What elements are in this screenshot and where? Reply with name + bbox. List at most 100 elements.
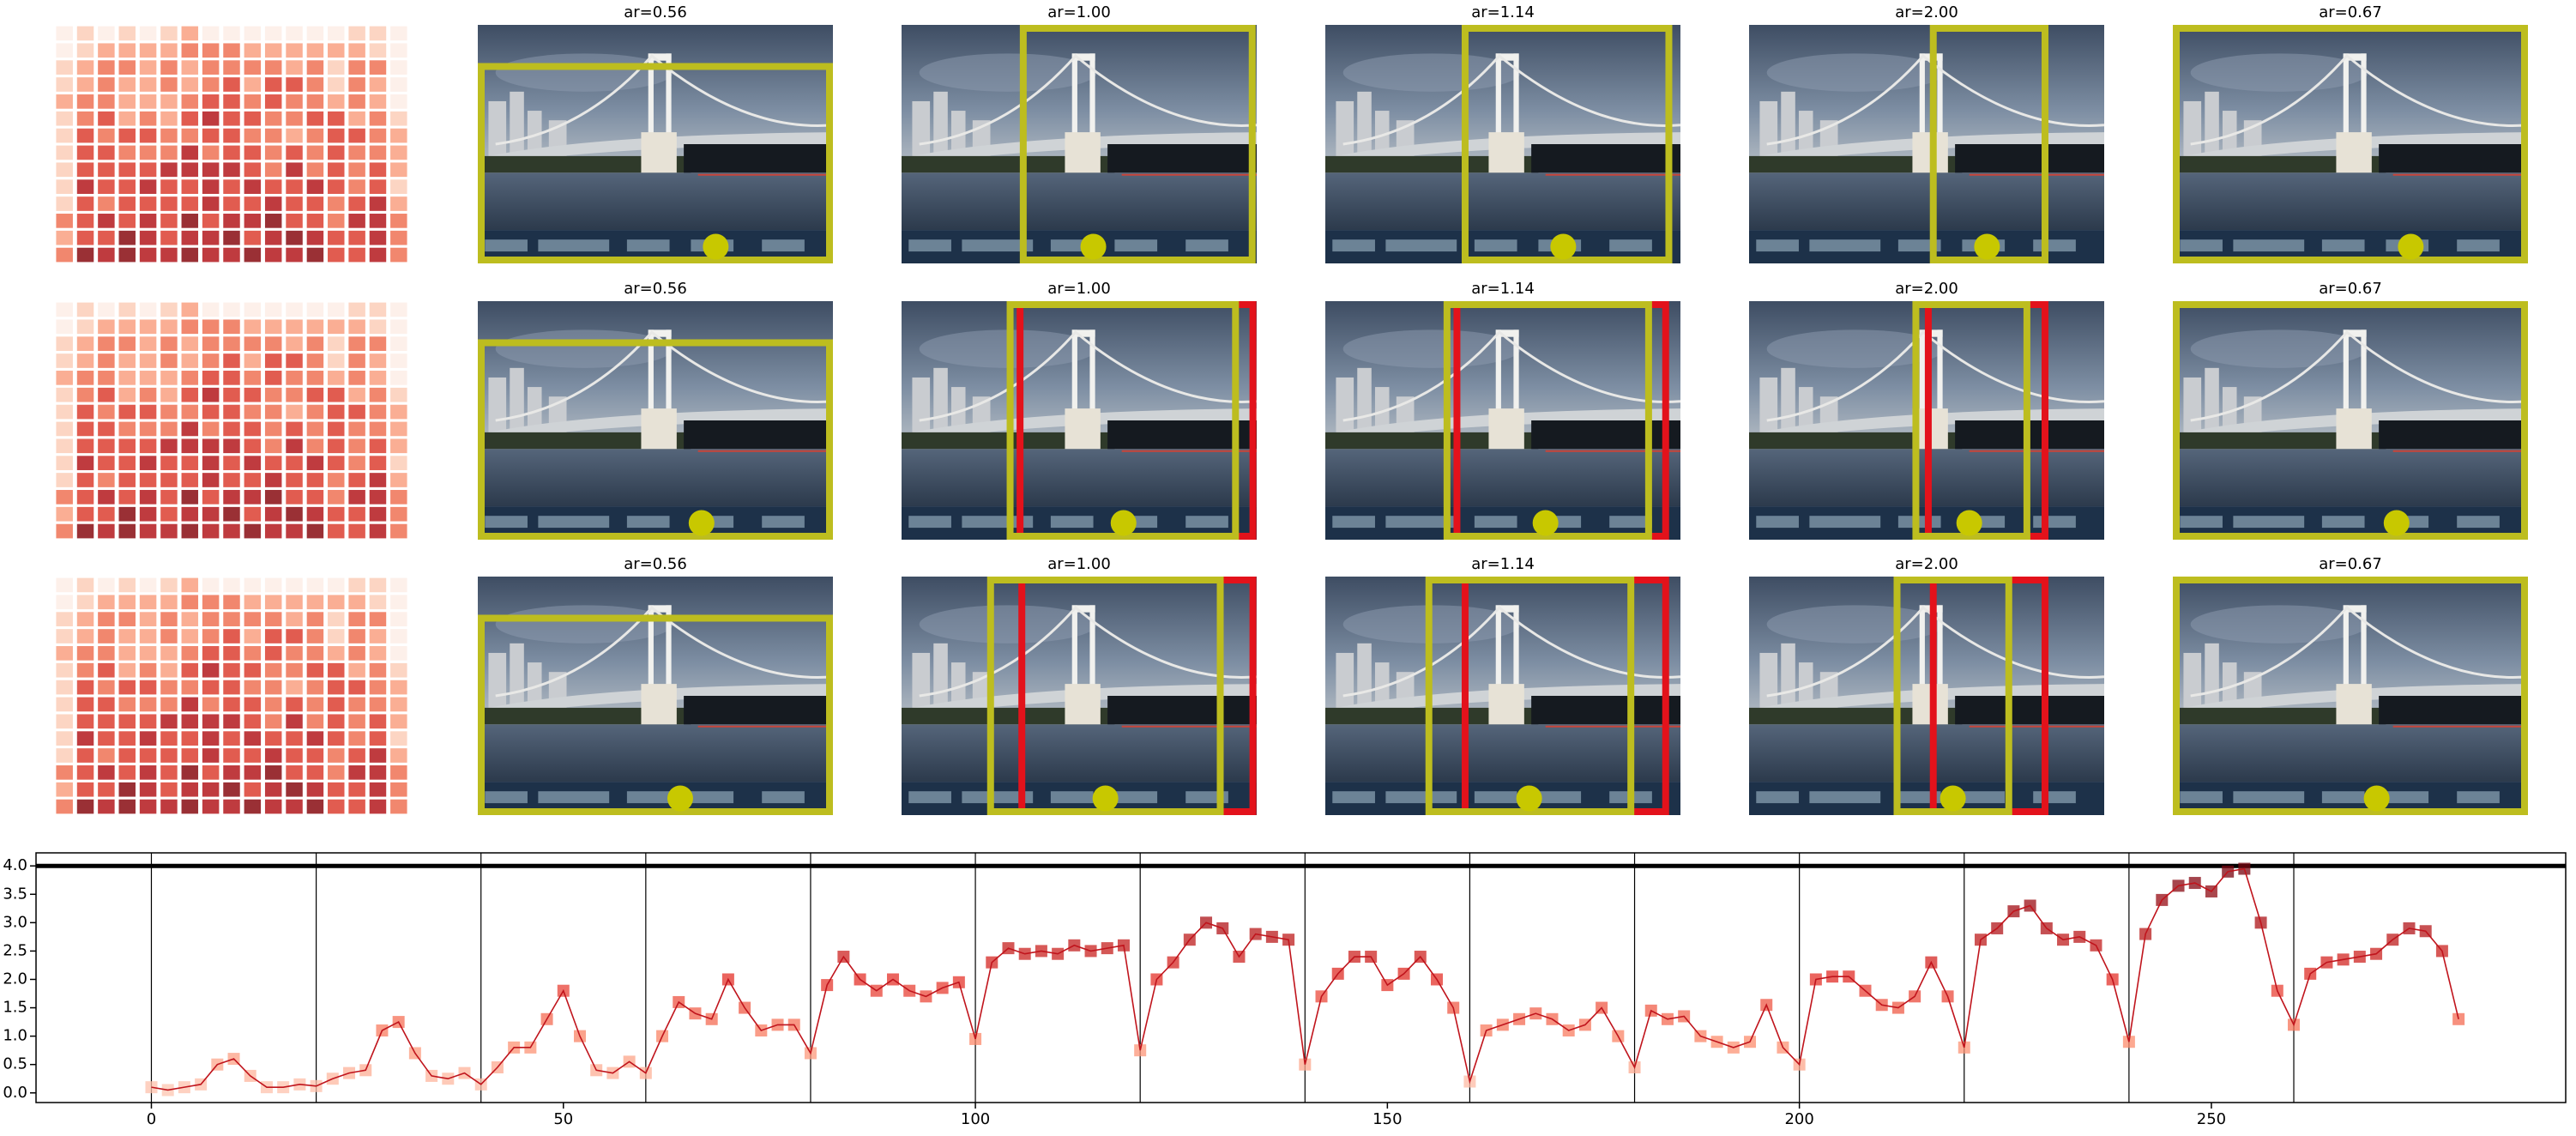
heatmap-cell [286,506,303,522]
photo-banner-mark [2321,239,2365,252]
focus-dot [1940,785,1966,812]
photo-deck [2173,684,2528,720]
heatmap-cell [348,646,365,661]
heatmap-cell [306,506,324,522]
heatmap-cell [348,748,365,763]
focus-dot [1110,510,1137,536]
heatmap-cell [76,629,94,644]
panel-title: ar=0.67 [2319,555,2382,573]
heatmap-cell [244,765,262,780]
photo-deck [1325,132,1680,168]
heatmap-cell [328,145,345,160]
photo-trees [1749,707,1963,725]
heatmap-cell [181,765,199,780]
heatmap-cell [264,60,282,75]
heatmap-cell [306,387,324,402]
photo-pillar [1488,132,1524,173]
heatmap-cell [56,506,73,522]
heatmap-cell [244,77,262,92]
photo-trees [2173,432,2386,450]
heatmap-cell [348,179,365,194]
heatmap-cell [390,782,407,797]
photo-cloud [1342,53,1521,92]
heatmap-cell [160,319,178,335]
heatmap-cell [264,111,282,126]
heatmap-cell [328,421,345,437]
heatmap-cell [223,421,240,437]
heatmap-cell [139,680,157,695]
heatmap-cell [76,404,94,420]
heatmap-cell [202,506,220,522]
photo-banner-mark [908,516,951,529]
photo-pier [1107,696,1257,725]
heatmap-cell [98,247,115,263]
heatmap-cell [181,577,199,593]
photo-pier [2379,420,2528,450]
heatmap-cell [348,782,365,797]
heatmap-cell [223,748,240,763]
heatmap-cell [98,595,115,610]
photo-building [1336,377,1354,440]
heatmap-cell [202,128,220,143]
heatmap-cell [328,680,345,695]
heatmap-cell [348,230,365,245]
heatmap-cell [348,302,365,317]
photo-cable [1342,330,1681,422]
heatmap-cell [181,77,199,92]
heatmap-cell [118,438,136,454]
heatmap-cell [76,353,94,368]
heatmap-cell [264,799,282,814]
heatmap-cell [369,336,387,351]
heatmap-cell [369,662,387,678]
heatmap-cell [118,473,136,487]
photo [2173,301,2529,540]
heatmap-cell [202,196,220,211]
heatmap-cell [202,629,220,644]
photo-pillar [1065,408,1101,450]
heatmap-cell [328,577,345,593]
heatmap-cell [76,646,94,661]
heatmap-cell [348,353,365,368]
photo [902,577,1258,815]
heatmap-cell [328,612,345,626]
heatmap-cell [98,302,115,317]
heatmap-cell [202,438,220,454]
heatmap-cell [202,404,220,420]
photo-banner-mark [485,516,528,529]
photo-banner-mark [1474,239,1517,252]
heatmap-cell [306,162,324,178]
heatmap-cell [306,94,324,109]
heatmap-cell [328,404,345,420]
heatmap-cell [328,214,345,228]
heatmap-cell [306,629,324,644]
heatmap-cell [98,43,115,58]
heatmap-cell [118,43,136,58]
photo-building [933,367,948,440]
photo-banner-mark [908,791,951,804]
panel-title: ar=2.00 [1895,555,1958,573]
heatmap-cell [118,799,136,814]
heatmap-cell [139,60,157,75]
heatmap-cell [348,456,365,470]
heatmap-cell [139,247,157,263]
photo-banner-mark [1385,516,1457,529]
heatmap-cell [328,473,345,487]
photo-tower [648,329,672,337]
heatmap-cell [160,765,178,780]
photo-deck [2173,408,2528,444]
heatmap-cell [223,577,240,593]
focus-dot [688,510,715,536]
heatmap-cell [139,799,157,814]
heatmap-cell [118,490,136,505]
photo-banner-mark [2233,516,2305,529]
heatmap-cell [264,26,282,41]
heatmap-cell [181,523,199,539]
photo-tower [2361,605,2367,725]
heatmap-cell [369,714,387,729]
heatmap-cell [202,60,220,75]
photo-pier [1107,420,1257,450]
heatmap-cell [306,26,324,41]
heatmap-cell [181,319,199,335]
photo-buoy-line [697,725,833,728]
heatmap-cell [118,456,136,470]
